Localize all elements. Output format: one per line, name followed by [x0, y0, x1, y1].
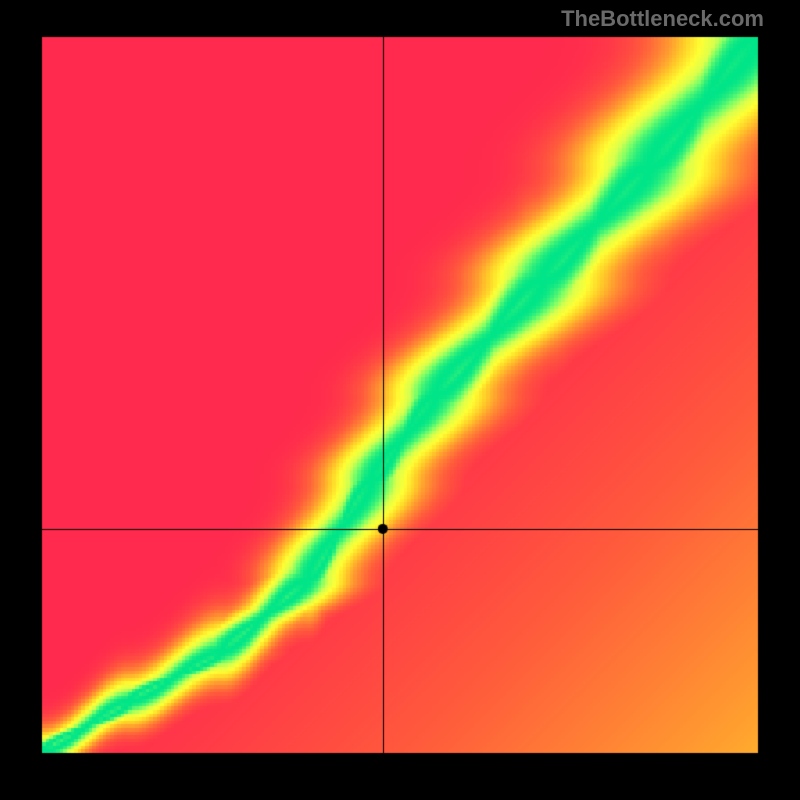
bottleneck-heatmap — [0, 0, 800, 800]
watermark-text: TheBottleneck.com — [561, 6, 764, 32]
